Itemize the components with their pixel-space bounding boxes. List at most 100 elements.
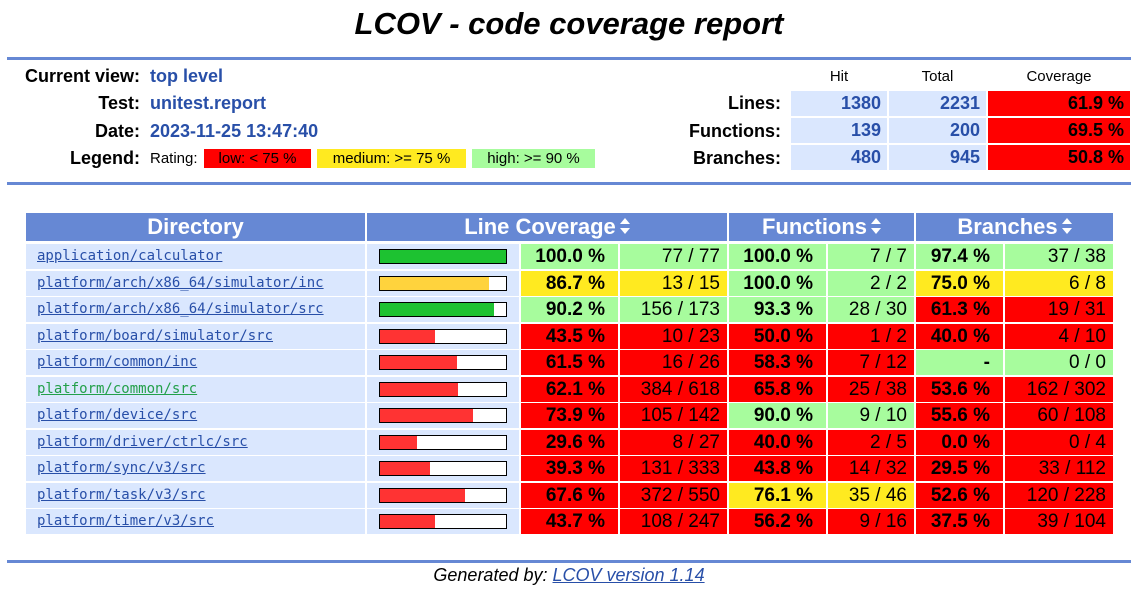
coverage-bar <box>379 514 507 529</box>
coverage-bar-cell <box>367 482 519 508</box>
branch-percent: 61.3 % <box>916 297 1003 322</box>
summary-hit-header: Hit <box>829 68 849 85</box>
function-percent: 93.3 % <box>729 297 826 322</box>
branch-percent: 53.6 % <box>916 376 1003 402</box>
line-count: 108 / 247 <box>620 509 727 534</box>
table-row: platform/device/src 73.9 % 105 / 142 90.0 %… <box>0 403 1138 428</box>
directory-link[interactable]: platform/sync/v3/src <box>37 460 206 476</box>
directory-link[interactable]: platform/task/v3/src <box>37 486 206 503</box>
line-percent: 100.0 % <box>521 244 618 269</box>
summary-total-header: Total <box>921 68 954 85</box>
branch-percent: - <box>916 350 1003 375</box>
directory-cell: platform/arch/x86_64/simulator/inc <box>26 270 365 296</box>
sort-icon[interactable] <box>871 218 882 235</box>
line-count: 384 / 618 <box>620 376 727 402</box>
coverage-bar-fill <box>380 303 494 316</box>
test-value: unitest.report <box>150 93 267 113</box>
branch-percent: 75.0 % <box>916 270 1003 296</box>
function-count: 2 / 2 <box>828 270 914 296</box>
branches-header: Branches <box>916 213 1113 241</box>
directory-link[interactable]: platform/driver/ctrlc/src <box>37 433 248 450</box>
directory-link[interactable]: platform/common/inc <box>37 354 198 370</box>
coverage-bar <box>379 249 507 264</box>
sort-icon[interactable] <box>1061 218 1072 235</box>
function-percent: 100.0 % <box>729 244 826 269</box>
directory-cell: platform/sync/v3/src <box>26 456 365 481</box>
line-percent: 86.7 % <box>521 270 618 296</box>
coverage-bar-fill <box>380 462 430 475</box>
line-percent: 73.9 % <box>521 403 618 428</box>
directory-link[interactable]: platform/board/simulator/src <box>37 327 274 344</box>
summary-lines-coverage: 61.9 % <box>988 91 1130 116</box>
coverage-bar-cell <box>367 350 519 375</box>
functions-header: Functions <box>729 213 914 241</box>
summary-coverage-header: Coverage <box>1026 68 1092 85</box>
directory-link[interactable]: platform/device/src <box>37 407 198 423</box>
branch-count: 60 / 108 <box>1005 403 1113 428</box>
coverage-bar-fill <box>380 250 506 263</box>
summary-functions-coverage: 69.5 % <box>988 118 1130 143</box>
branches-header-label: Branches <box>957 214 1058 239</box>
coverage-bar-fill <box>380 488 466 502</box>
date-value: 2023-11-25 13:47:40 <box>150 121 319 141</box>
function-percent: 65.8 % <box>729 376 826 402</box>
functions-header-label: Functions <box>761 214 868 239</box>
date-label: Date: <box>94 121 140 141</box>
coverage-bar <box>379 275 507 291</box>
line-count: 77 / 77 <box>620 244 727 269</box>
function-percent: 56.2 % <box>729 509 826 534</box>
summary-lines-label: Lines: <box>727 93 781 113</box>
coverage-bar <box>379 355 507 370</box>
legend-high: high: >= 90 % <box>472 149 595 168</box>
top-divider <box>7 57 1131 60</box>
coverage-bar <box>379 434 507 450</box>
coverage-bar <box>379 461 507 476</box>
branch-percent: 0.0 % <box>916 429 1003 455</box>
directory-cell: platform/common/src <box>26 376 365 402</box>
directory-link[interactable]: platform/timer/v3/src <box>37 513 215 529</box>
coverage-bar-cell <box>367 403 519 428</box>
coverage-bar <box>379 487 507 503</box>
function-percent: 40.0 % <box>729 429 826 455</box>
coverage-bar <box>379 328 507 344</box>
line-percent: 29.6 % <box>521 429 618 455</box>
summary-functions-hit: 139 <box>791 118 887 143</box>
function-percent: 43.8 % <box>729 456 826 481</box>
function-count: 7 / 12 <box>828 350 914 375</box>
coverage-bar-cell <box>367 270 519 296</box>
directory-link[interactable]: application/calculator <box>37 248 223 264</box>
coverage-bar-fill <box>380 382 459 396</box>
directory-link[interactable]: platform/common/src <box>37 380 198 397</box>
directory-cell: platform/common/inc <box>26 350 365 375</box>
branch-count: 4 / 10 <box>1005 323 1113 349</box>
branch-count: 6 / 8 <box>1005 270 1113 296</box>
legend-rating-label: Rating: <box>150 150 198 167</box>
directory-link[interactable]: platform/arch/x86_64/simulator/src <box>37 301 324 317</box>
coverage-bar-cell <box>367 456 519 481</box>
summary-lines-total: 2231 <box>889 91 986 116</box>
current-view-value: top level <box>150 66 224 86</box>
table-row: platform/arch/x86_64/simulator/inc 86.7 %… <box>0 270 1138 296</box>
page-title: LCOV - code coverage report <box>354 6 784 41</box>
coverage-bar-cell <box>367 297 519 322</box>
table-row: platform/sync/v3/src 39.3 % 131 / 333 43.8 … <box>0 456 1138 481</box>
table-row: platform/common/src 62.1 % 384 / 618 65.8 %… <box>0 376 1138 402</box>
summary-branches-coverage: 50.8 % <box>988 145 1130 170</box>
table-row: platform/arch/x86_64/simulator/src 90.2 %… <box>0 297 1138 322</box>
function-count: 35 / 46 <box>828 482 914 508</box>
branch-percent: 55.6 % <box>916 403 1003 428</box>
function-count: 25 / 38 <box>828 376 914 402</box>
line-percent: 39.3 % <box>521 456 618 481</box>
directory-link[interactable]: platform/arch/x86_64/simulator/inc <box>37 274 324 291</box>
summary-branches-hit: 480 <box>791 145 887 170</box>
branch-percent: 97.4 % <box>916 244 1003 269</box>
line-percent: 62.1 % <box>521 376 618 402</box>
coverage-bar <box>379 381 507 397</box>
lcov-version-link[interactable]: LCOV version 1.14 <box>552 565 705 585</box>
line-count: 13 / 15 <box>620 270 727 296</box>
directory-cell: platform/board/simulator/src <box>26 323 365 349</box>
directory-cell: platform/device/src <box>26 403 365 428</box>
sort-icon[interactable] <box>619 218 630 235</box>
directory-cell: platform/task/v3/src <box>26 482 365 508</box>
table-row: platform/task/v3/src 67.6 % 372 / 550 76.1 … <box>0 482 1138 508</box>
